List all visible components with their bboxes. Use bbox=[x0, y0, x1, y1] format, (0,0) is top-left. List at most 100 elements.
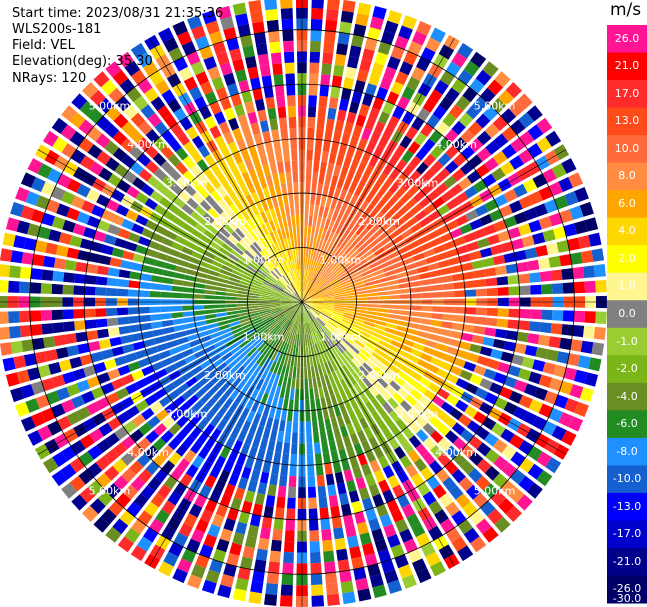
colorbar-tick-label: -26.0 bbox=[612, 582, 642, 596]
ppi-gate bbox=[247, 247, 257, 257]
ppi-gate bbox=[215, 377, 227, 389]
ring-label: 2.00km bbox=[204, 215, 246, 228]
ppi-gate bbox=[259, 292, 271, 296]
ppi-gate bbox=[153, 137, 167, 151]
ppi-gate bbox=[371, 265, 383, 273]
ppi-gate bbox=[284, 288, 294, 296]
ppi-gate bbox=[399, 310, 411, 316]
ppi-gate bbox=[204, 91, 218, 105]
ppi-gate bbox=[355, 114, 367, 128]
ppi-gate bbox=[435, 468, 450, 483]
ppi-gate bbox=[323, 306, 335, 310]
ppi-gate bbox=[280, 295, 292, 300]
ppi-gate bbox=[316, 216, 322, 228]
ppi-gate bbox=[449, 227, 463, 239]
ppi-gate bbox=[161, 89, 176, 104]
ppi-gate bbox=[296, 258, 300, 270]
ppi-gate bbox=[83, 227, 97, 239]
ppi-gate bbox=[31, 177, 46, 192]
ppi-gate bbox=[248, 591, 262, 605]
ppi-gate bbox=[209, 353, 221, 364]
ppi-gate bbox=[115, 204, 130, 217]
ppi-gate bbox=[514, 250, 527, 261]
ppi-gate bbox=[269, 302, 281, 305]
ppi-gate bbox=[184, 322, 196, 330]
ppi-gate bbox=[216, 406, 228, 419]
ppi-gate bbox=[320, 375, 327, 387]
ppi-gate bbox=[382, 101, 395, 115]
ppi-gate bbox=[299, 323, 302, 335]
ppi-gate bbox=[133, 95, 149, 111]
ppi-gate bbox=[259, 527, 271, 540]
ppi-gate bbox=[189, 339, 202, 348]
ppi-gate bbox=[341, 278, 353, 286]
ppi-gate bbox=[344, 204, 354, 216]
ppi-gate bbox=[308, 106, 317, 118]
ppi-gate bbox=[558, 412, 573, 427]
ppi-gate bbox=[300, 291, 302, 302]
ppi-gate bbox=[289, 204, 295, 216]
ppi-gate bbox=[303, 247, 306, 259]
ppi-gate bbox=[206, 322, 219, 330]
ppi-gate bbox=[324, 462, 333, 475]
ppi-gate bbox=[432, 105, 447, 120]
ppi-gate bbox=[293, 302, 302, 309]
ppi-gate bbox=[293, 281, 299, 292]
ppi-gate bbox=[493, 455, 509, 471]
ppi-gate bbox=[568, 416, 584, 432]
ppi-gate bbox=[164, 262, 177, 271]
ppi-gate bbox=[486, 287, 498, 296]
ppi-gate bbox=[131, 369, 145, 381]
ppi-gate bbox=[277, 375, 284, 387]
ppi-gate bbox=[304, 334, 308, 346]
ppi-gate bbox=[329, 319, 339, 327]
ppi-gate bbox=[423, 437, 437, 451]
ppi-gate bbox=[345, 262, 356, 271]
ppi-gate bbox=[186, 51, 201, 66]
ppi-gate bbox=[106, 308, 118, 317]
ppi-gate bbox=[314, 453, 323, 465]
ppi-gate bbox=[312, 302, 324, 305]
ppi-gate bbox=[254, 559, 267, 572]
ppi-gate bbox=[421, 305, 433, 312]
ppi-gate bbox=[100, 79, 117, 96]
ppi-gate bbox=[150, 275, 163, 283]
ppi-gate bbox=[207, 224, 219, 236]
ppi-gate bbox=[312, 305, 323, 310]
ppi-gate bbox=[401, 413, 414, 426]
ppi-gate bbox=[203, 181, 216, 194]
ppi-gate bbox=[368, 107, 380, 121]
ppi-gate bbox=[241, 90, 253, 104]
ppi-gate bbox=[230, 273, 242, 280]
ppi-gate bbox=[277, 430, 285, 443]
ppi-gate bbox=[443, 353, 456, 364]
ppi-gate bbox=[406, 328, 419, 336]
ppi-gate bbox=[189, 164, 202, 178]
ppi-gate bbox=[467, 420, 481, 434]
ppi-gate bbox=[378, 340, 391, 349]
ppi-gate bbox=[259, 438, 269, 451]
ppi-gate bbox=[335, 392, 344, 405]
ppi-gate bbox=[231, 231, 242, 242]
ppi-gate bbox=[349, 456, 360, 469]
ppi-gate bbox=[222, 410, 233, 423]
ppi-gate bbox=[228, 401, 239, 413]
ppi-gate bbox=[132, 177, 146, 190]
ppi-gate bbox=[270, 291, 282, 296]
ppi-gate bbox=[0, 248, 13, 262]
ppi-gate bbox=[260, 392, 269, 405]
ppi-gate bbox=[145, 219, 158, 231]
ppi-gate bbox=[163, 475, 178, 490]
ppi-gate bbox=[320, 397, 327, 409]
ppi-gate bbox=[275, 150, 283, 163]
ppi-gate bbox=[287, 355, 292, 367]
ppi-gate bbox=[105, 526, 122, 543]
ppi-gate bbox=[343, 286, 355, 292]
ppi-gate bbox=[308, 310, 316, 320]
ppi-gate bbox=[356, 293, 368, 298]
ppi-gate bbox=[104, 465, 120, 481]
ppi-gate bbox=[250, 259, 261, 269]
ppi-gate bbox=[470, 51, 487, 68]
ppi-gate bbox=[224, 385, 236, 397]
ppi-gate bbox=[64, 259, 77, 271]
